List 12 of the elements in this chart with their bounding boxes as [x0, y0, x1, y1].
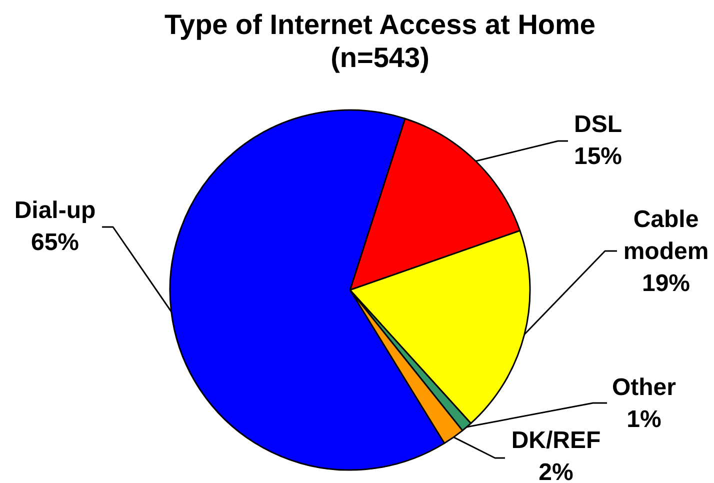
chart-title: Type of Internet Access at Home: [164, 9, 596, 40]
slice-label: Other: [612, 374, 676, 401]
data-label: 15%: [574, 143, 622, 170]
data-label: 1%: [626, 406, 662, 433]
slice-label: DSL: [574, 111, 622, 138]
data-label: 65%: [30, 229, 80, 256]
slice-label: DK/REF: [511, 427, 601, 454]
data-label: 2%: [538, 459, 574, 483]
slice-label: Dial-up: [14, 197, 96, 224]
slice-label: Cable modem: [623, 206, 709, 265]
chart-subtitle: (n=543): [330, 42, 430, 73]
data-label: 19%: [642, 270, 690, 297]
